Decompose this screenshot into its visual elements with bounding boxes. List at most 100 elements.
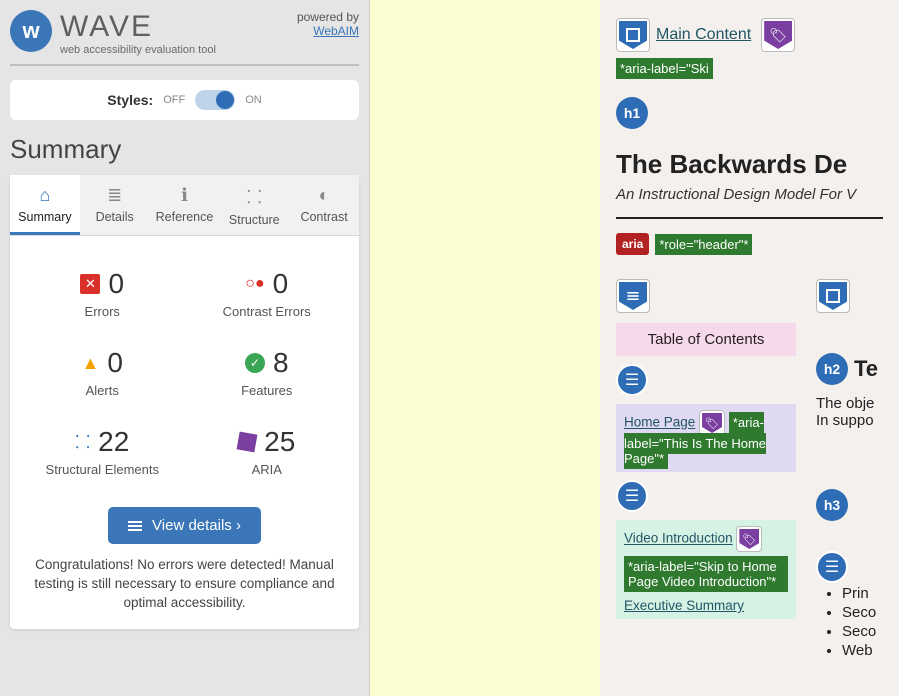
h1-badge-icon: h1 — [616, 97, 648, 129]
bullet-list: Prin Seco Seco Web — [816, 585, 878, 659]
styles-label: Styles: — [107, 92, 153, 108]
toc-column: Table of Contents ☰ Home Page 🏷 *aria-la… — [616, 279, 796, 661]
error-icon: ✕ — [80, 274, 100, 294]
page-preview: Main Content 🏷 *aria-label="Ski h1 The B… — [600, 0, 899, 696]
styles-toggle[interactable] — [195, 90, 235, 110]
stat-features: ✓ 8 Features — [185, 333, 350, 412]
contrast-icon: ◐ — [293, 185, 355, 206]
page-h1: The Backwards De — [616, 149, 847, 180]
styles-off-label: OFF — [163, 94, 185, 106]
stat-value: 8 — [273, 347, 289, 379]
list-item: Seco — [842, 623, 878, 640]
tab-summary[interactable]: ⌂ Summary — [10, 175, 80, 235]
stats-grid: ✕ 0 Errors ○● 0 Contrast Errors ▲ 0 Aler… — [10, 236, 359, 499]
role-header-text: *role="header"* — [655, 234, 752, 255]
aria-pill: aria — [616, 233, 649, 255]
stat-contrast-errors: ○● 0 Contrast Errors — [185, 254, 350, 333]
brand-tagline: web accessibility evaluation tool — [60, 44, 216, 56]
info-icon: ℹ — [154, 185, 216, 206]
video-aria-text: *aria-label="Skip to Home Page Video Int… — [624, 556, 788, 592]
structure-icon: ⸬ — [223, 185, 285, 209]
brand: w WAVE web accessibility evaluation tool — [10, 10, 216, 56]
stat-value: 22 — [98, 426, 129, 458]
nav-home-box: Home Page 🏷 *aria-label="This Is The Hom… — [616, 404, 796, 472]
page-h2: Te — [854, 356, 878, 382]
list-icon — [128, 519, 142, 533]
paragraph-line: The obje — [816, 395, 878, 412]
divider — [616, 217, 883, 219]
list-item: Web — [842, 642, 878, 659]
aria-row: aria *role="header"* — [616, 233, 883, 255]
nav-badge-icon — [616, 279, 650, 313]
stat-aria: 25 ARIA — [185, 412, 350, 491]
stat-label: Features — [189, 383, 346, 398]
list-item: Prin — [842, 585, 878, 602]
brand-text: WAVE web accessibility evaluation tool — [60, 10, 216, 56]
structural-icon: ⸬ — [75, 430, 90, 454]
aria-icon — [237, 432, 258, 453]
brand-name: WAVE — [60, 10, 216, 44]
view-details-button[interactable]: View details › — [108, 507, 261, 544]
exec-summary-link[interactable]: Executive Summary — [624, 598, 788, 613]
tab-label: Contrast — [300, 210, 347, 224]
stat-label: Structural Elements — [24, 462, 181, 477]
stat-label: ARIA — [189, 462, 346, 477]
main-content-link[interactable]: Main Content — [656, 26, 751, 44]
list-item: Seco — [842, 604, 878, 621]
stat-alerts: ▲ 0 Alerts — [20, 333, 185, 412]
list-icon: ≣ — [84, 185, 146, 206]
stat-value: 0 — [273, 268, 289, 300]
congrats-message: Congratulations! No errors were detected… — [10, 556, 359, 629]
panel-header: w WAVE web accessibility evaluation tool… — [10, 10, 359, 66]
wave-logo-icon: w — [10, 10, 52, 52]
home-page-link[interactable]: Home Page — [624, 415, 695, 430]
tab-label: Reference — [156, 210, 214, 224]
page-subheading: An Instructional Design Model For V — [616, 186, 883, 203]
h1-row: h1 The Backwards De — [616, 97, 883, 186]
video-intro-link[interactable]: Video Introduction — [624, 531, 733, 546]
stat-label: Alerts — [24, 383, 181, 398]
list-badge-icon: ☰ — [616, 364, 648, 396]
tab-structure[interactable]: ⸬ Structure — [219, 175, 289, 235]
toc-heading: Table of Contents — [616, 323, 796, 356]
stat-value: 25 — [264, 426, 295, 458]
home-icon: ⌂ — [14, 185, 76, 206]
feature-icon: ✓ — [245, 353, 265, 373]
powered-by: powered by WebAIM — [297, 10, 359, 38]
contrast-error-icon: ○● — [245, 275, 264, 293]
section-title: Summary — [10, 134, 359, 165]
list-badge-icon: ☰ — [616, 480, 648, 512]
styles-toggle-bar: Styles: OFF ON — [10, 80, 359, 120]
alert-icon: ▲ — [82, 353, 100, 374]
wave-panel: w WAVE web accessibility evaluation tool… — [0, 0, 370, 696]
tab-reference[interactable]: ℹ Reference — [150, 175, 220, 235]
stat-value: 0 — [108, 268, 124, 300]
content-column: h2 Te The obje In suppo h3 ☰ Prin Seco S… — [816, 279, 878, 661]
tab-details[interactable]: ≣ Details — [80, 175, 150, 235]
h2-badge-icon: h2 — [816, 353, 848, 385]
button-label: View details › — [152, 517, 241, 534]
preview-top-row: Main Content 🏷 *aria-label="Ski — [616, 18, 883, 79]
region-badge-icon — [616, 18, 650, 52]
aria-label-text: *aria-label="Ski — [616, 58, 713, 79]
tab-contrast[interactable]: ◐ Contrast — [289, 175, 359, 235]
summary-card: ⌂ Summary ≣ Details ℹ Reference ⸬ Struct… — [10, 175, 359, 629]
list-badge-icon: ☰ — [816, 551, 848, 583]
stat-structural: ⸬ 22 Structural Elements — [20, 412, 185, 491]
stat-label: Errors — [24, 304, 181, 319]
aria-badge-icon: 🏷 — [761, 18, 795, 52]
tab-label: Details — [96, 210, 134, 224]
aria-tag-icon: 🏷 — [736, 526, 762, 552]
tab-label: Summary — [18, 210, 71, 224]
styles-on-label: ON — [245, 94, 262, 106]
powered-label: powered by — [297, 10, 359, 24]
stat-label: Contrast Errors — [189, 304, 346, 319]
paragraph-line: In suppo — [816, 412, 878, 429]
webaim-link[interactable]: WebAIM — [313, 24, 359, 38]
tab-label: Structure — [229, 213, 280, 227]
tabs: ⌂ Summary ≣ Details ℹ Reference ⸬ Struct… — [10, 175, 359, 236]
stat-errors: ✕ 0 Errors — [20, 254, 185, 333]
stat-value: 0 — [107, 347, 123, 379]
h3-badge-icon: h3 — [816, 489, 848, 521]
nav-video-box: Video Introduction 🏷 *aria-label="Skip t… — [616, 520, 796, 619]
